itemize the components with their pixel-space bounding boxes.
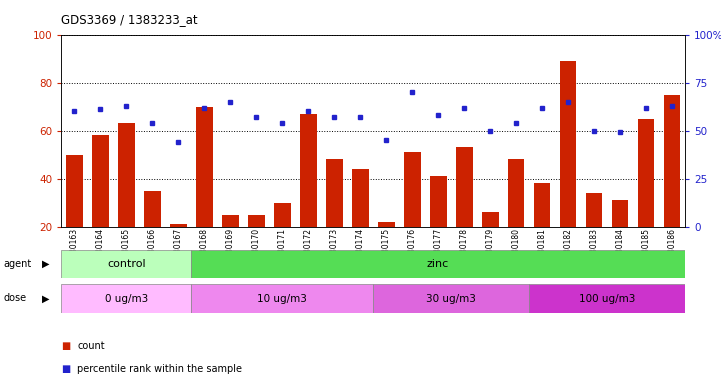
Text: 10 ug/m3: 10 ug/m3 bbox=[257, 293, 307, 304]
Bar bbox=[169, 224, 187, 275]
Text: agent: agent bbox=[4, 259, 32, 269]
Bar bbox=[529, 284, 685, 313]
Bar bbox=[118, 123, 135, 275]
Text: ■: ■ bbox=[61, 341, 71, 351]
Bar bbox=[61, 284, 191, 313]
Bar bbox=[534, 184, 550, 275]
Bar bbox=[61, 250, 191, 278]
Bar bbox=[92, 136, 109, 275]
Bar bbox=[196, 107, 213, 275]
Bar bbox=[191, 284, 373, 313]
Bar bbox=[274, 203, 291, 275]
Text: ▶: ▶ bbox=[42, 259, 49, 269]
Text: count: count bbox=[77, 341, 105, 351]
Bar bbox=[143, 190, 161, 275]
Text: dose: dose bbox=[4, 293, 27, 303]
Text: 30 ug/m3: 30 ug/m3 bbox=[426, 293, 476, 304]
Bar bbox=[482, 212, 498, 275]
Text: GDS3369 / 1383233_at: GDS3369 / 1383233_at bbox=[61, 13, 198, 26]
Text: 100 ug/m3: 100 ug/m3 bbox=[579, 293, 635, 304]
Bar bbox=[352, 169, 368, 275]
Bar bbox=[66, 155, 83, 275]
Text: ▶: ▶ bbox=[42, 293, 49, 303]
Bar bbox=[378, 222, 394, 275]
Text: percentile rank within the sample: percentile rank within the sample bbox=[77, 364, 242, 374]
Text: zinc: zinc bbox=[427, 259, 449, 269]
Bar bbox=[222, 215, 239, 275]
Bar bbox=[559, 61, 577, 275]
Bar bbox=[637, 119, 655, 275]
Bar bbox=[404, 152, 420, 275]
Bar bbox=[300, 114, 317, 275]
Text: control: control bbox=[107, 259, 146, 269]
Bar bbox=[248, 215, 265, 275]
Bar bbox=[508, 159, 524, 275]
Bar bbox=[585, 193, 603, 275]
Bar bbox=[663, 94, 681, 275]
Bar bbox=[611, 200, 629, 275]
Bar bbox=[326, 159, 342, 275]
Text: ■: ■ bbox=[61, 364, 71, 374]
Bar bbox=[373, 284, 529, 313]
Bar bbox=[456, 147, 472, 275]
Bar bbox=[191, 250, 685, 278]
Bar bbox=[430, 176, 446, 275]
Text: 0 ug/m3: 0 ug/m3 bbox=[105, 293, 148, 304]
